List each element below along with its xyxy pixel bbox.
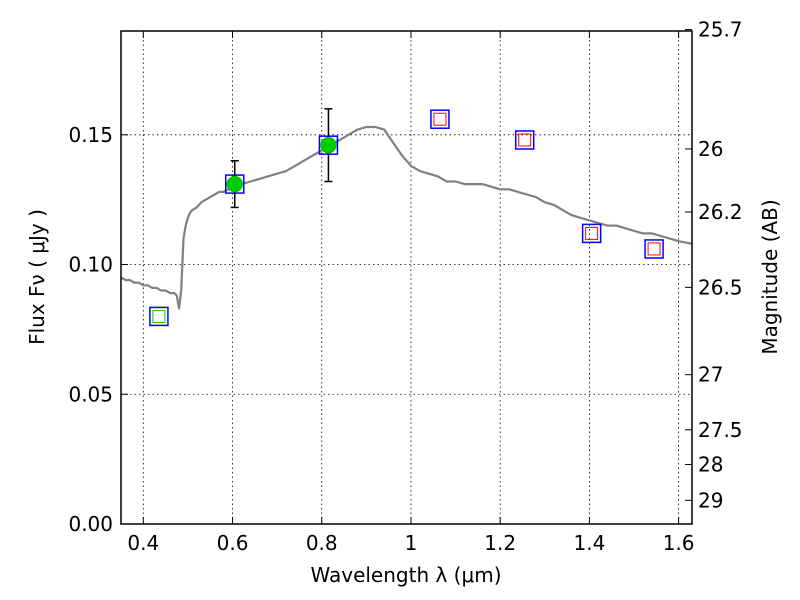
y-tick-label: 0.15 bbox=[68, 123, 113, 147]
right-tick-label: 29 bbox=[698, 488, 723, 512]
red-square-marker bbox=[433, 112, 447, 126]
x-axis-label: Wavelength λ (μm) bbox=[310, 563, 501, 587]
blue-square-marker bbox=[644, 239, 664, 259]
right-tick-label: 26.2 bbox=[698, 200, 743, 224]
x-tick-label: 1.4 bbox=[573, 531, 605, 555]
right-tick-label: 26.5 bbox=[698, 275, 743, 299]
right-tick-label: 28 bbox=[698, 453, 723, 477]
red-square-marker bbox=[518, 133, 532, 147]
x-tick-label: 0.4 bbox=[127, 531, 159, 555]
plot-frame bbox=[120, 30, 693, 525]
x-tick-label: 1.2 bbox=[484, 531, 516, 555]
tick-layer: 0.4 0.6 0.8 1 1.2 1.4 1.6 0.00 0.05 0.10 0.15 25.7 2… bbox=[68, 18, 742, 555]
x-tick-label: 1 bbox=[405, 531, 418, 555]
green-circle-marker bbox=[226, 175, 244, 193]
grid bbox=[121, 31, 692, 525]
spectrum-line bbox=[121, 125, 692, 310]
y-tick-label: 0.10 bbox=[68, 253, 113, 277]
blue-square-marker bbox=[149, 306, 169, 327]
right-tick-label: 27 bbox=[698, 363, 723, 387]
right-tick-label: 25.7 bbox=[698, 18, 743, 42]
y-axis-label: Flux Fν ( μJy ) bbox=[25, 209, 49, 345]
y-tick-label: 0.00 bbox=[68, 512, 113, 536]
x-tick-label: 0.8 bbox=[306, 531, 338, 555]
right-tick-label: 26 bbox=[698, 137, 723, 161]
red-square-marker bbox=[585, 226, 599, 240]
red-square-marker bbox=[647, 242, 661, 256]
green-square-marker bbox=[152, 309, 166, 323]
y-axis-label-right: Magnitude (AB) bbox=[758, 199, 782, 354]
y-tick-label: 0.05 bbox=[68, 382, 113, 406]
x-tick-label: 0.6 bbox=[217, 531, 249, 555]
right-tick-label: 27.5 bbox=[698, 418, 743, 442]
blue-square-marker bbox=[430, 109, 450, 129]
green-circle-marker bbox=[320, 136, 337, 154]
blue-square-marker bbox=[581, 223, 602, 244]
blue-square-marker bbox=[514, 130, 535, 150]
x-tick-label: 1.6 bbox=[663, 531, 695, 555]
series-layer bbox=[121, 108, 692, 327]
